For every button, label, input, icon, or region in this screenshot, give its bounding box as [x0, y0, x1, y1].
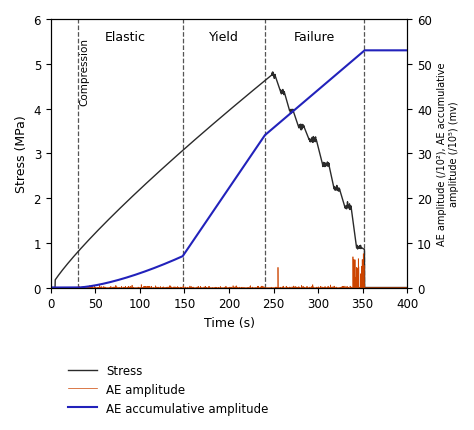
Stress — [270, 71, 276, 76]
AE accumulative amplitude — [201, 224, 206, 229]
Line: AE amplitude: AE amplitude — [51, 254, 407, 288]
AE amplitude — [307, 285, 312, 290]
Stress — [394, 285, 400, 290]
Line: Stress: Stress — [51, 73, 407, 288]
Text: Elastic: Elastic — [105, 31, 146, 44]
AE amplitude — [217, 285, 223, 290]
AE accumulative amplitude — [376, 49, 382, 54]
Stress — [212, 121, 218, 126]
AE amplitude — [404, 285, 410, 290]
AE accumulative amplitude — [217, 199, 223, 204]
AE accumulative amplitude — [307, 95, 312, 100]
Y-axis label: Stress (MPa): Stress (MPa) — [15, 115, 28, 193]
AE amplitude — [360, 252, 366, 257]
AE accumulative amplitude — [393, 49, 399, 54]
AE accumulative amplitude — [48, 285, 54, 290]
X-axis label: Time (s): Time (s) — [203, 316, 255, 329]
AE amplitude — [376, 285, 382, 290]
Text: Yield: Yield — [209, 31, 238, 44]
Stress — [221, 113, 227, 118]
AE accumulative amplitude — [198, 228, 203, 233]
Stress — [48, 285, 54, 290]
Stress — [394, 285, 400, 290]
Text: Compression: Compression — [79, 38, 89, 106]
Text: Failure: Failure — [294, 31, 335, 44]
AE accumulative amplitude — [404, 49, 410, 54]
AE amplitude — [198, 285, 203, 290]
AE amplitude — [393, 285, 399, 290]
Legend: Stress, AE amplitude, AE accumulative amplitude: Stress, AE amplitude, AE accumulative am… — [63, 360, 273, 420]
AE accumulative amplitude — [362, 49, 367, 54]
AE amplitude — [48, 285, 54, 290]
Stress — [66, 260, 72, 265]
Stress — [404, 285, 410, 290]
Y-axis label: AE amplitude (/10²), AE accumulative
amplitude (/10⁵) (mv): AE amplitude (/10²), AE accumulative amp… — [438, 62, 459, 246]
Stress — [329, 175, 335, 181]
AE amplitude — [201, 285, 206, 290]
Line: AE accumulative amplitude: AE accumulative amplitude — [51, 51, 407, 288]
